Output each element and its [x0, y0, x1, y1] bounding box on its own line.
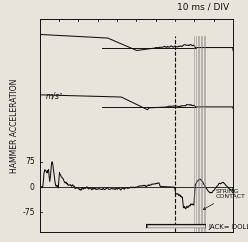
Text: STRING
CONTACT: STRING CONTACT [203, 189, 246, 209]
Text: 10 ms / DIV: 10 ms / DIV [177, 3, 229, 12]
Text: -75: -75 [22, 208, 35, 217]
Text: JACK= DOLLY: JACK= DOLLY [208, 224, 248, 230]
Text: 0: 0 [30, 182, 35, 192]
Text: HAMMER ACCELERATION: HAMMER ACCELERATION [10, 79, 19, 173]
Text: 75: 75 [25, 157, 35, 166]
Text: m/s²: m/s² [45, 92, 62, 101]
